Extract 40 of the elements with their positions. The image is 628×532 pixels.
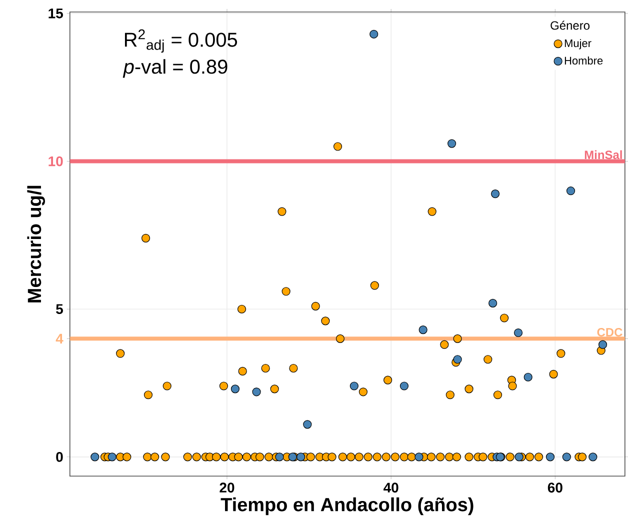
point [296,452,306,462]
y-tick-label: 0 [56,452,63,462]
point [448,139,456,148]
point [275,452,284,462]
legend-label: Hombre [564,56,603,65]
point [350,382,358,390]
legend-title: Género [550,20,590,30]
point [90,452,100,462]
point [490,189,500,198]
annotation: R$^{2}$$_{adj}$ = 0.005 [124,29,238,53]
x-tick-label: 60 [548,482,562,493]
point [303,420,312,429]
y-axis-title: Mercurio ug/l [27,186,45,302]
ref-line-label: MinSal [584,150,622,160]
point [370,30,378,38]
point [514,452,524,462]
point [108,452,116,462]
point [400,382,409,390]
x-axis-title: Tiempo en Andacollo (años) [220,497,474,516]
point [566,186,576,196]
point [230,384,240,394]
point [514,328,523,338]
y-tick-label: 5 [56,304,63,314]
ref-line-label: CDC [597,328,622,336]
x-tick-label: 40 [384,482,398,493]
x-tick-label: 20 [220,482,234,493]
point [562,452,571,462]
point [524,372,532,382]
point [588,452,598,462]
point [453,355,462,364]
point [546,452,555,462]
y-tick-label: 10 [48,156,63,166]
y-tick-label: 4 [56,334,64,344]
y-tick-label: 15 [48,8,63,18]
point [488,298,498,308]
point [598,340,608,349]
legend-label: Mujer [564,39,592,50]
point [418,325,428,334]
point [252,388,261,396]
annotation: p-val = 0.89 [122,59,228,78]
